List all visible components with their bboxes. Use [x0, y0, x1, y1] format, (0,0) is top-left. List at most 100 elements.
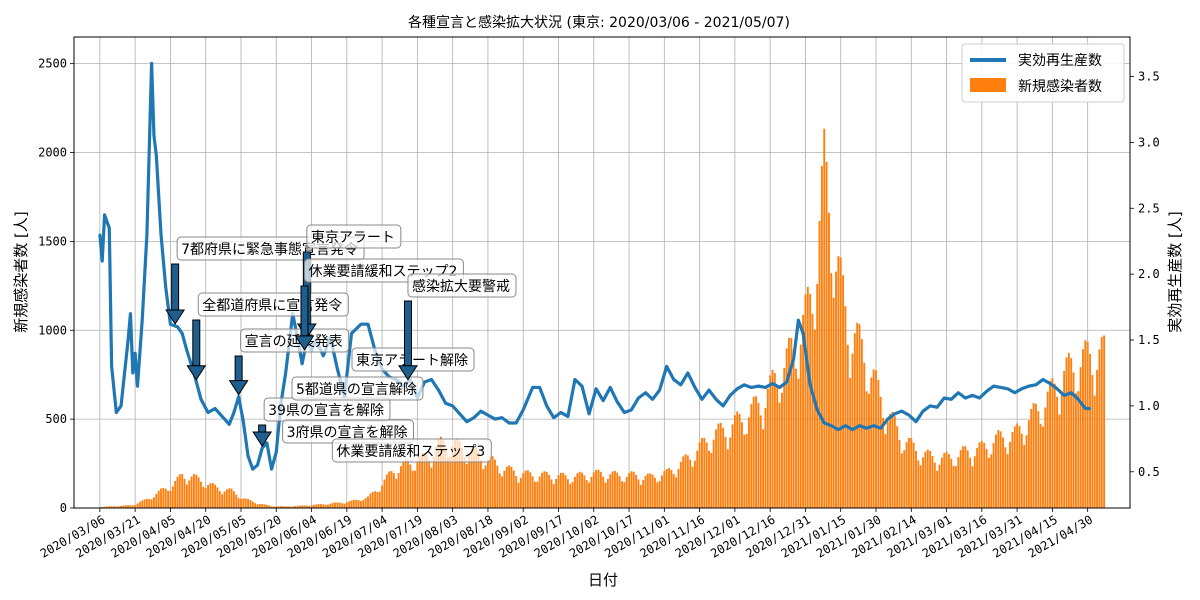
daily-case-bar — [1042, 426, 1044, 508]
rt-point — [1027, 384, 1031, 388]
rt-point — [131, 371, 134, 375]
daily-case-bar — [919, 465, 922, 508]
daily-case-bar — [830, 273, 833, 508]
daily-case-bar — [1032, 403, 1035, 508]
daily-case-bar — [277, 506, 280, 508]
daily-case-bar — [639, 485, 642, 508]
daily-case-bar — [597, 469, 600, 508]
daily-case-bar — [1089, 353, 1091, 508]
daily-case-bar — [889, 413, 892, 508]
annotation-arrow-head — [165, 309, 186, 325]
y-right-tick-label: 1.5 — [1138, 333, 1160, 347]
rt-point — [736, 387, 739, 390]
daily-case-bar — [439, 436, 442, 508]
daily-case-bar — [738, 413, 741, 508]
daily-case-bar — [548, 474, 551, 508]
daily-case-bar — [308, 505, 311, 508]
daily-case-bar — [1056, 396, 1059, 508]
daily-case-bar — [127, 505, 130, 508]
rt-point — [851, 428, 854, 431]
daily-case-bar — [376, 491, 379, 508]
rt-point — [479, 409, 483, 413]
rt-point — [366, 323, 370, 326]
annotation: 感染拡大要警戒 — [398, 273, 517, 381]
daily-case-bar — [799, 344, 802, 508]
daily-case-bar — [317, 504, 320, 508]
daily-case-bar — [823, 128, 826, 508]
daily-case-bar — [225, 489, 228, 508]
daily-case-bar — [294, 506, 297, 508]
daily-case-bar — [447, 458, 449, 508]
daily-case-bar — [564, 475, 567, 508]
daily-case-bar — [1084, 340, 1087, 508]
rt-point — [580, 384, 584, 388]
daily-case-bar — [860, 339, 863, 508]
daily-case-bar — [383, 479, 386, 508]
daily-case-bar — [818, 220, 821, 508]
daily-case-bar — [345, 502, 348, 508]
daily-case-bar — [456, 438, 459, 508]
rt-point — [844, 424, 847, 427]
rt-point — [950, 398, 953, 401]
daily-case-bar — [708, 450, 710, 508]
daily-case-bar — [202, 486, 205, 508]
daily-case-bar — [1018, 426, 1021, 508]
daily-case-bar — [1044, 407, 1047, 508]
x-axis-label: 日付 — [588, 571, 618, 589]
rt-point — [837, 428, 840, 431]
daily-case-bar — [663, 471, 666, 508]
daily-case-bar — [656, 482, 659, 508]
daily-case-bar — [404, 459, 407, 508]
rt-point — [145, 233, 149, 236]
daily-case-bar — [472, 445, 475, 508]
daily-case-bar — [555, 478, 558, 508]
daily-case-bar — [684, 454, 687, 508]
daily-case-bar — [780, 392, 783, 508]
annotation-arrow-head — [228, 380, 249, 396]
daily-case-bar — [449, 455, 452, 508]
chart-title: 各種宣言と感染拡大状況 (東京: 2020/03/06 - 2021/05/07… — [408, 14, 790, 31]
daily-case-bar — [421, 452, 424, 508]
rt-point — [322, 354, 325, 358]
rt-point — [750, 386, 753, 389]
daily-case-bar — [515, 476, 518, 508]
daily-case-bar — [750, 404, 753, 508]
daily-case-bar — [1067, 352, 1070, 508]
legend-bar-swatch — [970, 78, 1006, 92]
daily-case-bar — [929, 451, 932, 508]
daily-case-bar — [512, 470, 515, 508]
daily-case-bar — [437, 439, 440, 508]
daily-case-bar — [303, 505, 306, 508]
daily-case-bar — [402, 461, 405, 508]
daily-case-bar — [903, 450, 906, 508]
daily-case-bar — [115, 506, 118, 508]
daily-case-bar — [531, 476, 534, 508]
daily-case-bar — [675, 477, 678, 508]
daily-case-bar — [875, 370, 877, 508]
daily-case-bar — [665, 469, 668, 508]
daily-case-bar — [893, 416, 896, 508]
rt-point — [686, 371, 690, 375]
rt-point — [531, 386, 534, 389]
daily-case-bar — [613, 470, 616, 508]
daily-case-bar — [959, 450, 962, 508]
rt-point — [458, 412, 461, 415]
daily-case-bar — [270, 506, 273, 508]
daily-case-bar — [120, 505, 122, 508]
bars-layer — [98, 128, 1106, 509]
rt-point — [126, 338, 130, 342]
annotation-label: 全都道府県に宣言発令 — [202, 297, 342, 314]
daily-case-bar — [729, 437, 732, 508]
rt-point — [500, 416, 504, 419]
daily-case-bar — [322, 504, 325, 508]
daily-case-bar — [933, 462, 936, 508]
daily-case-bar — [1093, 395, 1096, 508]
daily-case-bar — [661, 475, 663, 508]
legend: 実効再生産数 新規感染者数 — [961, 43, 1125, 103]
daily-case-bar — [630, 471, 633, 508]
rt-point — [665, 365, 668, 368]
daily-case-bar — [865, 391, 868, 508]
daily-case-bar — [378, 491, 381, 508]
daily-case-bar — [268, 505, 271, 508]
daily-case-bar — [602, 476, 605, 508]
